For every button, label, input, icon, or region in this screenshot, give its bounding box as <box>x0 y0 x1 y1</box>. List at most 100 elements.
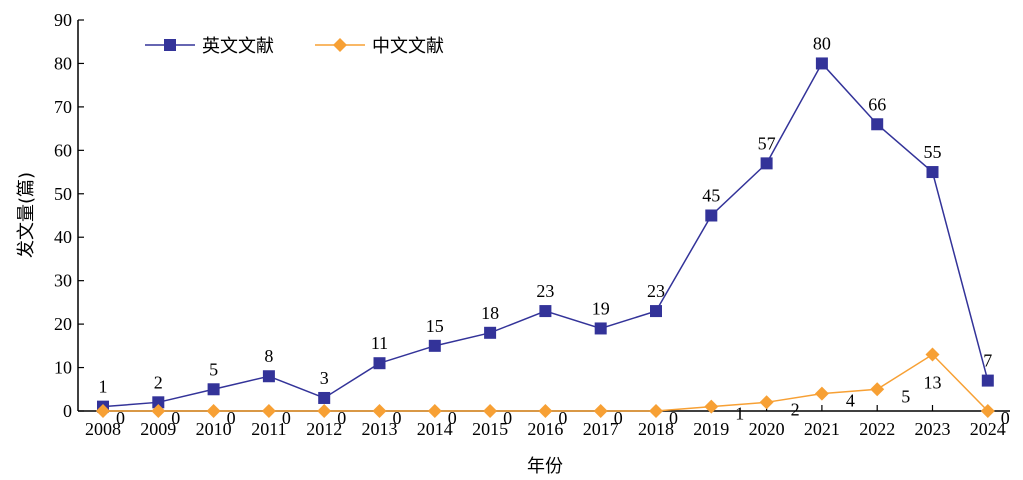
data-point-marker <box>317 404 332 418</box>
legend-label-1: 中文文献 <box>372 36 444 57</box>
data-label: 45 <box>702 186 720 206</box>
data-label: 3 <box>320 368 329 388</box>
data-point-marker <box>649 404 663 418</box>
data-point-marker <box>484 326 497 339</box>
x-tick-label: 2011 <box>251 419 286 439</box>
x-tick-label: 2012 <box>306 419 342 439</box>
x-tick-label: 2023 <box>915 419 951 439</box>
data-label: 0 <box>171 408 180 428</box>
data-label: 0 <box>614 408 623 428</box>
data-label: 0 <box>227 408 236 428</box>
data-label: 18 <box>481 303 499 323</box>
data-point-marker <box>318 391 331 404</box>
legend-item-1: 中文文献 <box>315 36 444 57</box>
data-label: 8 <box>264 346 273 366</box>
data-label: 11 <box>371 333 388 353</box>
series-line-0 <box>102 62 989 408</box>
y-axis-title: 发文量(篇) <box>16 172 37 258</box>
axes <box>77 20 1010 412</box>
y-tick-label: 0 <box>63 401 72 421</box>
y-axis-ticks: 0 10 20 30 40 50 60 70 80 90 <box>54 10 84 421</box>
data-point-marker <box>538 404 553 418</box>
legend-marker-1 <box>333 38 347 52</box>
data-label: 0 <box>558 408 567 428</box>
data-label: 0 <box>337 408 346 428</box>
x-tick-label: 2018 <box>638 419 674 439</box>
data-point-marker <box>981 374 994 387</box>
data-point-marker <box>96 404 110 418</box>
data-point-marker <box>372 404 387 418</box>
data-point-marker <box>815 57 828 70</box>
x-axis-title: 年份 <box>527 456 563 477</box>
data-point-marker <box>705 209 718 222</box>
legend-label-0: 英文文献 <box>202 36 274 57</box>
x-tick-label: 2020 <box>749 419 785 439</box>
data-point-marker <box>206 404 221 418</box>
data-point-marker <box>926 166 939 179</box>
legend: 英文文献 中文文献 <box>145 36 444 57</box>
data-point-marker <box>650 305 662 318</box>
data-label: 0 <box>116 408 125 428</box>
data-label: 23 <box>647 281 665 301</box>
y-tick-label: 30 <box>54 271 72 291</box>
data-point-marker <box>373 357 386 370</box>
y-tick-label: 10 <box>54 358 72 378</box>
y-tick-label: 60 <box>54 140 72 160</box>
data-point-marker <box>704 399 719 414</box>
x-tick-label: 2022 <box>859 419 895 439</box>
data-label: 1 <box>735 404 744 424</box>
data-label: 0 <box>448 408 457 428</box>
data-point-marker <box>980 404 995 418</box>
data-label: 0 <box>393 408 402 428</box>
data-label: 2 <box>154 372 163 392</box>
x-tick-label: 2014 <box>417 419 453 439</box>
x-tick-label: 2015 <box>472 419 508 439</box>
data-point-marker <box>870 382 885 397</box>
data-label: 0 <box>282 408 291 428</box>
x-tick-label: 2008 <box>85 419 121 439</box>
data-label: 7 <box>983 351 992 371</box>
data-point-marker <box>427 404 442 418</box>
y-tick-label: 80 <box>54 53 72 73</box>
x-tick-label: 2009 <box>140 419 176 439</box>
data-label: 5 <box>901 386 910 406</box>
data-point-marker <box>428 339 441 352</box>
y-tick-label: 20 <box>54 314 72 334</box>
data-label: 4 <box>846 391 855 411</box>
data-point-marker <box>760 157 773 170</box>
data-label: 66 <box>868 94 886 114</box>
data-label: 0 <box>1001 408 1010 428</box>
data-point-marker <box>594 322 607 335</box>
x-tick-label: 2024 <box>970 419 1006 439</box>
x-axis-ticks: 2008 2009 2010 2011 2012 2013 2014 2015 2016 2017… <box>85 405 1006 439</box>
data-point-marker <box>207 383 220 396</box>
data-label: 57 <box>758 133 776 153</box>
data-point-marker <box>593 404 608 418</box>
series-line-1 <box>103 353 989 412</box>
data-label: 0 <box>503 408 512 428</box>
data-point-marker <box>814 386 829 401</box>
legend-marker-0 <box>164 39 176 51</box>
data-point-marker <box>261 404 276 418</box>
data-label: 1 <box>99 377 108 397</box>
series-lines <box>102 62 989 412</box>
y-tick-label: 50 <box>54 184 72 204</box>
x-tick-label: 2021 <box>804 419 840 439</box>
data-label: 0 <box>669 408 678 428</box>
x-tick-label: 2017 <box>583 419 619 439</box>
x-tick-label: 2013 <box>362 419 398 439</box>
data-label: 23 <box>536 281 554 301</box>
data-point-marker <box>871 118 884 131</box>
legend-item-0: 英文文献 <box>145 36 274 57</box>
y-tick-label: 70 <box>54 97 72 117</box>
x-tick-label: 2016 <box>527 419 563 439</box>
data-label: 55 <box>924 142 942 162</box>
y-tick-label: 90 <box>54 10 72 30</box>
data-point-marker <box>262 370 275 383</box>
data-point-marker <box>483 404 498 418</box>
series-markers <box>96 57 995 418</box>
data-label: 2 <box>791 399 800 419</box>
data-point-marker <box>759 395 774 410</box>
